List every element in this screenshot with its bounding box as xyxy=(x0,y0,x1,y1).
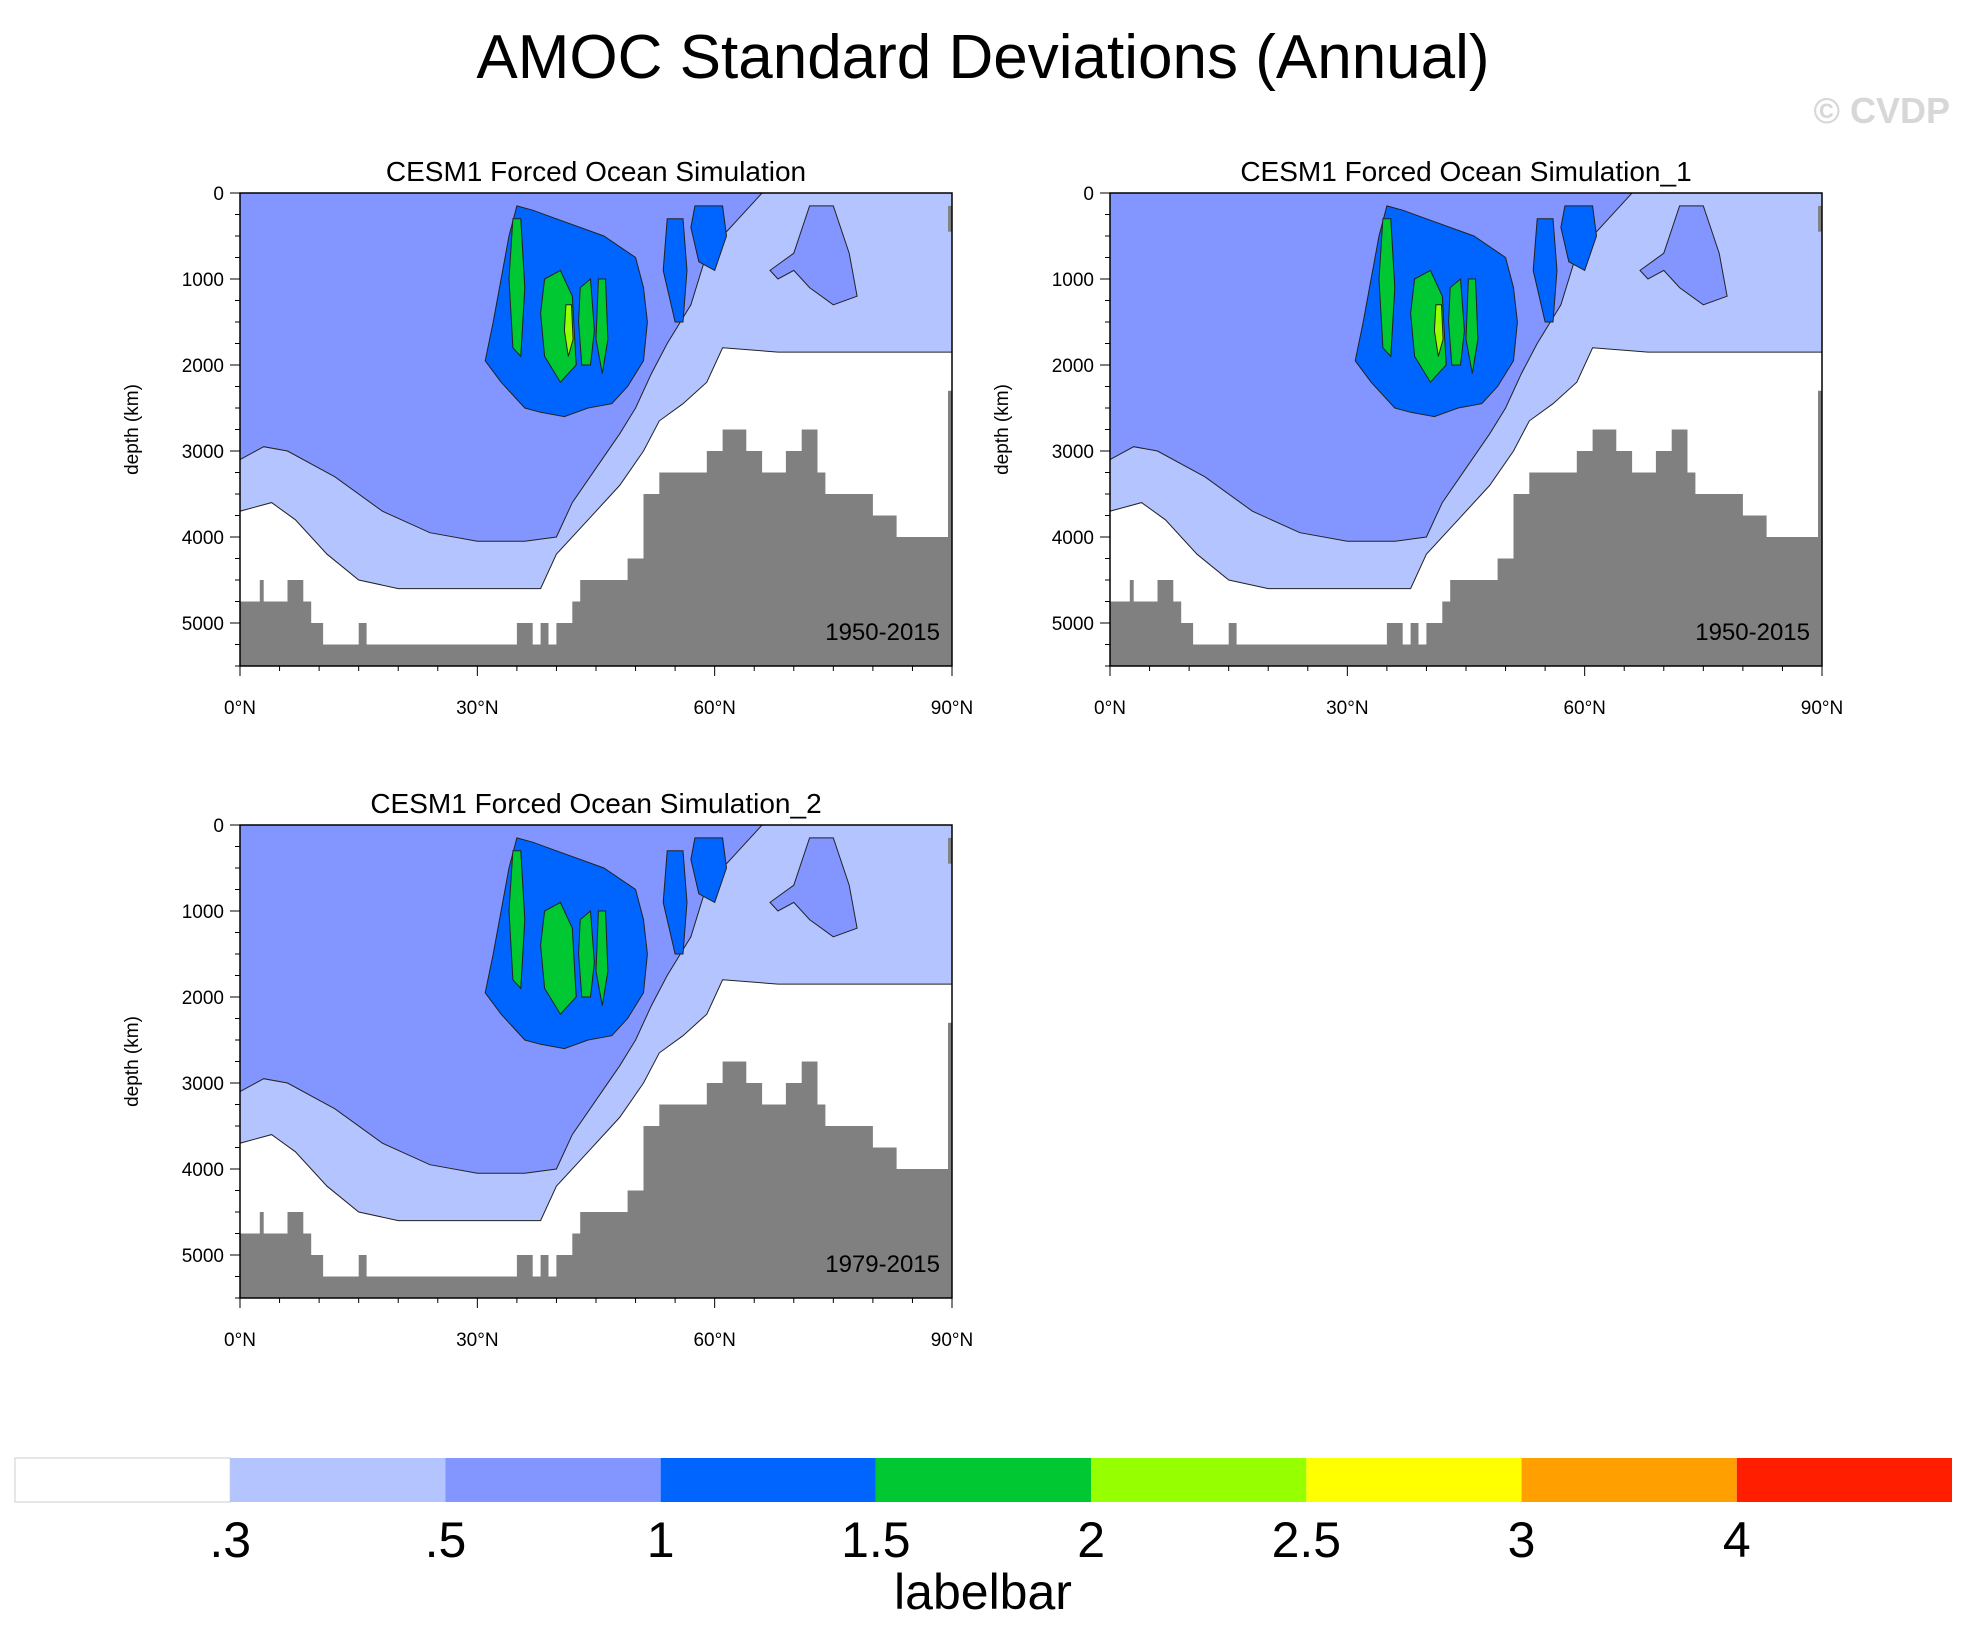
labelbar-title: labelbar xyxy=(894,1564,1072,1620)
panel-title: CESM1 Forced Ocean Simulation_2 xyxy=(370,788,821,819)
plot-area xyxy=(1110,193,1822,666)
y-tick-label: 3000 xyxy=(182,1074,224,1095)
labelbar-box xyxy=(1521,1458,1737,1502)
x-tick-label: 0°N xyxy=(224,698,256,719)
contour-1.5-d xyxy=(1465,278,1479,374)
labelbar-box xyxy=(1306,1458,1522,1502)
panel-title: CESM1 Forced Ocean Simulation xyxy=(386,156,806,187)
labelbar-label: 1.5 xyxy=(841,1512,911,1568)
contour-1-b xyxy=(662,850,688,955)
contour-2 xyxy=(563,304,574,357)
labelbar xyxy=(14,1457,1952,1503)
x-tick-label: 30°N xyxy=(456,698,498,719)
contour-0.5-north xyxy=(769,205,858,306)
contour-1-b xyxy=(662,218,688,323)
period-label: 1950-2015 xyxy=(1695,619,1810,646)
x-tick-label: 0°N xyxy=(224,1330,256,1351)
labelbar-box xyxy=(875,1458,1092,1502)
chart-panel: 0 1000 2000 3000 4000 5000 0°N 30°N 60°N 90°N CESM… xyxy=(122,788,973,1351)
contour-1-c xyxy=(1560,205,1598,272)
labelbar-box xyxy=(660,1458,876,1502)
contour-1.5-d xyxy=(595,910,609,1006)
figure-title: AMOC Standard Deviations (Annual) xyxy=(476,23,1490,92)
land-mask-north xyxy=(948,837,952,864)
labelbar-label: .3 xyxy=(209,1512,252,1568)
x-tick-label: 90°N xyxy=(931,698,973,719)
labelbar-label: 1 xyxy=(646,1512,675,1568)
labelbar-box xyxy=(230,1458,446,1502)
cvdp-watermark: © CVDP xyxy=(1813,90,1950,131)
contour-1.5-a xyxy=(508,218,526,358)
labelbar-label: .5 xyxy=(424,1512,467,1568)
land-mask xyxy=(240,390,952,666)
y-tick-label: 0 xyxy=(213,816,224,837)
contour-1.5-d xyxy=(595,278,609,374)
x-tick-label: 90°N xyxy=(1801,698,1843,719)
y-tick-label: 3000 xyxy=(182,442,224,463)
y-tick-label: 0 xyxy=(1083,184,1094,205)
labelbar-box xyxy=(1736,1458,1952,1502)
labelbar-box xyxy=(1091,1458,1307,1502)
contour-0.5-north xyxy=(769,837,858,938)
contour-1-b xyxy=(1532,218,1558,323)
contour-0.5-north xyxy=(1639,205,1728,306)
contour-1.5-c xyxy=(578,277,595,366)
x-tick-label: 60°N xyxy=(693,698,735,719)
labelbar-label: 3 xyxy=(1507,1512,1536,1568)
contour-1.5-b xyxy=(540,269,577,384)
y-tick-label: 3000 xyxy=(1052,442,1094,463)
land-mask-north xyxy=(1818,205,1822,232)
y-tick-label: 4000 xyxy=(182,528,224,549)
plot-area xyxy=(240,193,952,666)
chart-panel: 0 1000 2000 3000 4000 5000 0°N 30°N 60°N 90°N CESM… xyxy=(122,156,973,719)
labelbar-box xyxy=(14,1457,231,1503)
y-tick-label: 0 xyxy=(213,184,224,205)
x-tick-label: 30°N xyxy=(1326,698,1368,719)
contour-1-c xyxy=(690,205,728,272)
period-label: 1950-2015 xyxy=(825,619,940,646)
contour-1.5-b xyxy=(1410,269,1447,384)
y-tick-label: 5000 xyxy=(182,614,224,635)
contour-1.5-a xyxy=(508,850,526,990)
contour-2 xyxy=(1433,304,1444,357)
x-tick-label: 60°N xyxy=(693,1330,735,1351)
period-label: 1979-2015 xyxy=(825,1251,940,1278)
contour-1.5-c xyxy=(578,909,595,998)
y-axis-label: depth (km) xyxy=(122,1016,143,1107)
labelbar-label: 4 xyxy=(1722,1512,1751,1568)
panel-title: CESM1 Forced Ocean Simulation_1 xyxy=(1240,156,1691,187)
x-tick-label: 60°N xyxy=(1563,698,1605,719)
contour-1.5-c xyxy=(1448,277,1465,366)
y-tick-label: 1000 xyxy=(182,270,224,291)
y-axis-label: depth (km) xyxy=(122,384,143,475)
land-mask-north xyxy=(948,205,952,232)
x-tick-label: 90°N xyxy=(931,1330,973,1351)
chart-panel: 0 1000 2000 3000 4000 5000 0°N 30°N 60°N 90°N CESM… xyxy=(992,156,1843,719)
labelbar-box xyxy=(445,1458,661,1502)
land-mask xyxy=(240,1022,952,1298)
y-axis-label: depth (km) xyxy=(992,384,1013,475)
y-tick-label: 5000 xyxy=(1052,614,1094,635)
x-tick-label: 0°N xyxy=(1094,698,1126,719)
contour-1.5-b xyxy=(540,901,577,1016)
contour-1.5-a xyxy=(1378,218,1396,358)
y-tick-label: 2000 xyxy=(1052,356,1094,377)
plot-area xyxy=(240,825,952,1298)
y-tick-label: 5000 xyxy=(182,1246,224,1267)
x-tick-label: 30°N xyxy=(456,1330,498,1351)
y-tick-label: 4000 xyxy=(182,1160,224,1181)
land-mask xyxy=(1110,390,1822,666)
y-tick-label: 1000 xyxy=(1052,270,1094,291)
y-tick-label: 1000 xyxy=(182,902,224,923)
y-tick-label: 2000 xyxy=(182,988,224,1009)
labelbar-label: 2.5 xyxy=(1271,1512,1342,1568)
y-tick-label: 4000 xyxy=(1052,528,1094,549)
contour-1-c xyxy=(690,837,728,904)
labelbar-label: 2 xyxy=(1077,1512,1106,1568)
y-tick-label: 2000 xyxy=(182,356,224,377)
